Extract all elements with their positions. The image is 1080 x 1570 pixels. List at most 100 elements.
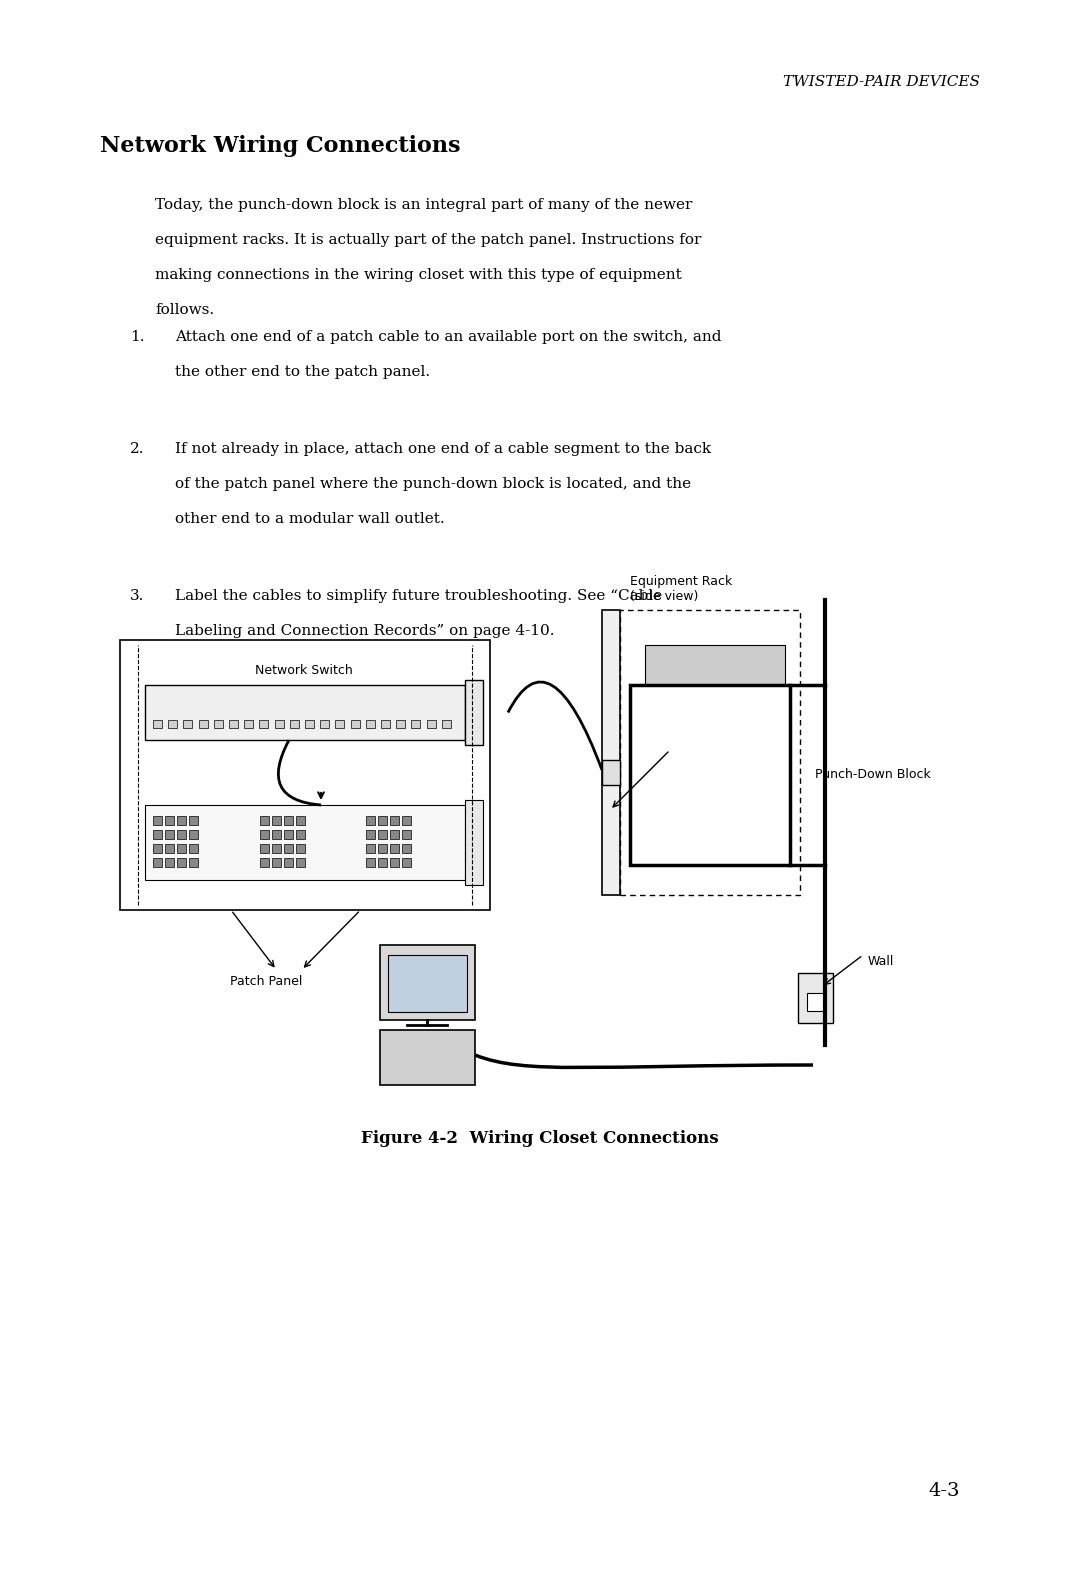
Bar xyxy=(284,845,293,853)
Bar xyxy=(305,721,314,728)
Text: 2.: 2. xyxy=(130,443,145,455)
Text: Wall: Wall xyxy=(868,955,894,969)
Bar xyxy=(378,845,388,853)
Bar xyxy=(390,845,400,853)
Bar xyxy=(284,857,293,867)
Bar xyxy=(645,645,785,689)
Text: Attach one end of a patch cable to an available port on the switch, and: Attach one end of a patch cable to an av… xyxy=(175,330,721,344)
Bar xyxy=(289,721,299,728)
Bar xyxy=(378,831,388,838)
Text: making connections in the wiring closet with this type of equipment: making connections in the wiring closet … xyxy=(156,268,681,283)
Text: 1.: 1. xyxy=(130,330,145,344)
Text: Today, the punch-down block is an integral part of many of the newer: Today, the punch-down block is an integr… xyxy=(156,198,692,212)
Bar xyxy=(145,685,465,739)
Bar xyxy=(366,831,376,838)
Bar xyxy=(272,816,281,824)
Bar xyxy=(378,857,388,867)
Bar xyxy=(442,721,450,728)
Text: Equipment Rack
(side view): Equipment Rack (side view) xyxy=(630,575,732,603)
Bar xyxy=(390,816,400,824)
Bar xyxy=(403,831,411,838)
Bar xyxy=(177,857,186,867)
Bar xyxy=(184,721,192,728)
Bar xyxy=(380,1030,475,1085)
Bar xyxy=(153,857,162,867)
Bar xyxy=(189,857,198,867)
Bar xyxy=(366,845,376,853)
Bar xyxy=(259,816,269,824)
Bar xyxy=(390,857,400,867)
Text: Network Switch: Network Switch xyxy=(255,664,353,677)
Bar xyxy=(798,973,833,1024)
Bar xyxy=(214,721,222,728)
Text: 3.: 3. xyxy=(130,589,145,603)
Bar xyxy=(165,857,174,867)
Text: other end to a modular wall outlet.: other end to a modular wall outlet. xyxy=(175,512,445,526)
Bar xyxy=(296,845,305,853)
Bar xyxy=(403,857,411,867)
Bar xyxy=(120,641,490,911)
Bar xyxy=(259,831,269,838)
Bar xyxy=(296,831,305,838)
Text: If not already in place, attach one end of a cable segment to the back: If not already in place, attach one end … xyxy=(175,443,711,455)
Bar xyxy=(465,680,483,746)
Bar xyxy=(284,816,293,824)
Text: equipment racks. It is actually part of the patch panel. Instructions for: equipment racks. It is actually part of … xyxy=(156,232,701,246)
Bar xyxy=(388,955,467,1013)
Bar xyxy=(259,721,269,728)
Bar xyxy=(351,721,360,728)
Bar xyxy=(165,845,174,853)
Bar xyxy=(465,801,483,885)
Bar xyxy=(411,721,420,728)
Bar xyxy=(378,816,388,824)
Bar xyxy=(620,611,800,895)
Bar xyxy=(630,685,789,865)
Bar xyxy=(165,831,174,838)
Bar xyxy=(168,721,177,728)
Bar xyxy=(272,845,281,853)
Bar xyxy=(153,816,162,824)
Text: Patch Panel: Patch Panel xyxy=(230,975,302,988)
Bar xyxy=(259,845,269,853)
Bar xyxy=(296,857,305,867)
Bar xyxy=(199,721,207,728)
Bar xyxy=(259,857,269,867)
Text: Label the cables to simplify future troubleshooting. See “Cable: Label the cables to simplify future trou… xyxy=(175,589,662,603)
Bar xyxy=(145,805,465,881)
Text: of the patch panel where the punch-down block is located, and the: of the patch panel where the punch-down … xyxy=(175,477,691,491)
Bar xyxy=(807,992,825,1011)
Bar xyxy=(602,611,620,895)
Bar xyxy=(366,857,376,867)
Bar xyxy=(380,945,475,1020)
Bar xyxy=(390,831,400,838)
Bar xyxy=(153,831,162,838)
Bar xyxy=(396,721,405,728)
Bar xyxy=(153,845,162,853)
Bar xyxy=(189,816,198,824)
Text: TWISTED-PAIR DEVICES: TWISTED-PAIR DEVICES xyxy=(783,75,980,89)
Bar xyxy=(153,721,162,728)
Bar xyxy=(336,721,345,728)
Bar xyxy=(366,816,376,824)
Text: Labeling and Connection Records” on page 4-10.: Labeling and Connection Records” on page… xyxy=(175,623,554,637)
Bar xyxy=(177,831,186,838)
Bar xyxy=(296,816,305,824)
Bar xyxy=(189,845,198,853)
Text: Punch-Down Block: Punch-Down Block xyxy=(815,768,931,782)
Bar xyxy=(381,721,390,728)
Bar xyxy=(320,721,329,728)
Bar xyxy=(284,831,293,838)
Text: follows.: follows. xyxy=(156,303,214,317)
Text: Network Wiring Connections: Network Wiring Connections xyxy=(100,135,460,157)
Bar xyxy=(165,816,174,824)
Bar xyxy=(403,845,411,853)
Text: 4-3: 4-3 xyxy=(929,1482,960,1499)
Bar xyxy=(602,760,620,785)
Bar xyxy=(274,721,284,728)
Bar xyxy=(177,845,186,853)
Bar xyxy=(244,721,253,728)
Bar xyxy=(427,721,435,728)
Bar xyxy=(189,831,198,838)
Text: the other end to the patch panel.: the other end to the patch panel. xyxy=(175,364,430,378)
Bar xyxy=(403,816,411,824)
